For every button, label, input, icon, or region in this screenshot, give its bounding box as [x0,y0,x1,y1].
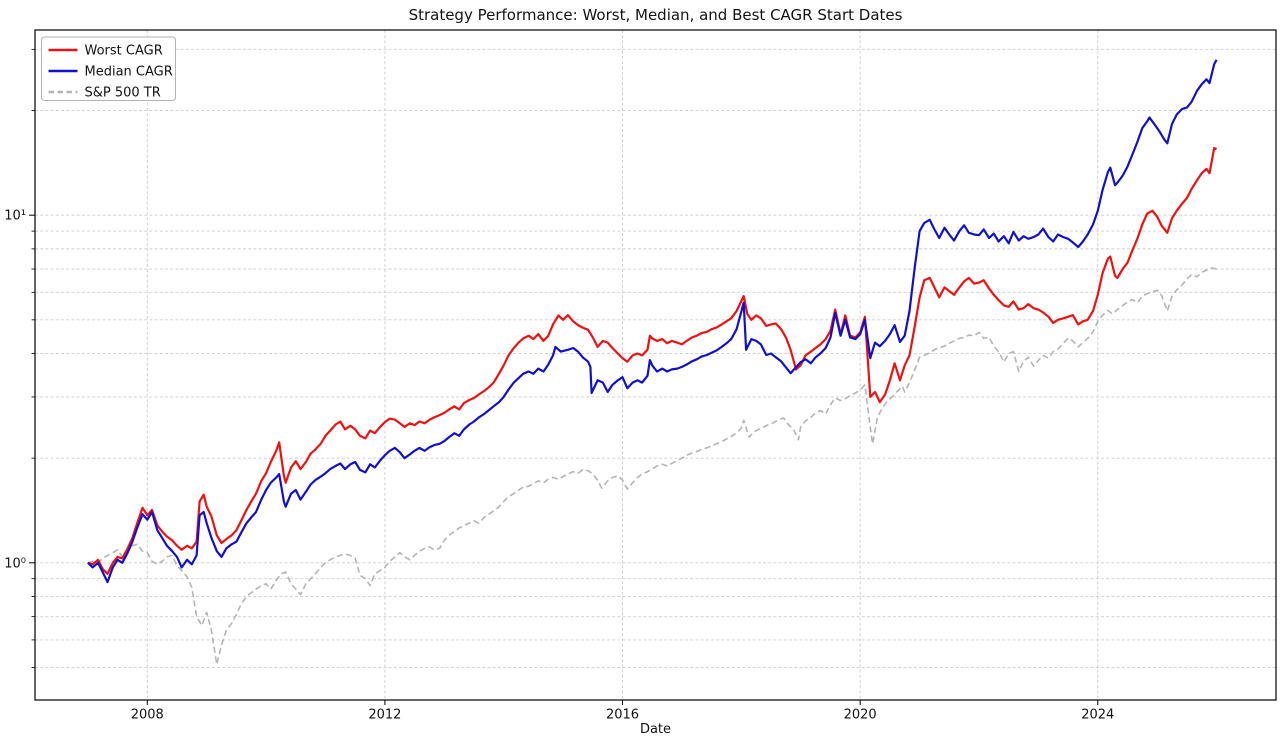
axes-frame [34,29,1277,701]
y-tick-label-1: 10⁰ [4,556,26,571]
x-tick-label-2016: 2016 [606,708,639,723]
chart-title: Strategy Performance: Worst, Median, and… [408,6,903,24]
legend-box [41,36,176,101]
x-tick-label-2012: 2012 [368,708,401,723]
legend-label-worst-cagr: Worst CAGR [85,44,163,59]
y-tick-label-10: 10¹ [4,209,26,224]
x-tick-label-2020: 2020 [844,708,877,723]
plot-background [35,30,1276,700]
x-tick-label-2024: 2024 [1081,708,1114,723]
x-tick-label-2008: 2008 [131,708,164,723]
x-axis-label: Date [639,722,672,737]
series-line-median-cagr [87,59,1218,584]
legend-label-median-cagr: Median CAGR [85,65,173,80]
series-line-s-p-500-tr [87,267,1217,666]
series-line-worst-cagr [87,147,1217,575]
legend-label-s-p-500-tr: S&P 500 TR [85,86,161,101]
series-group [87,59,1218,666]
